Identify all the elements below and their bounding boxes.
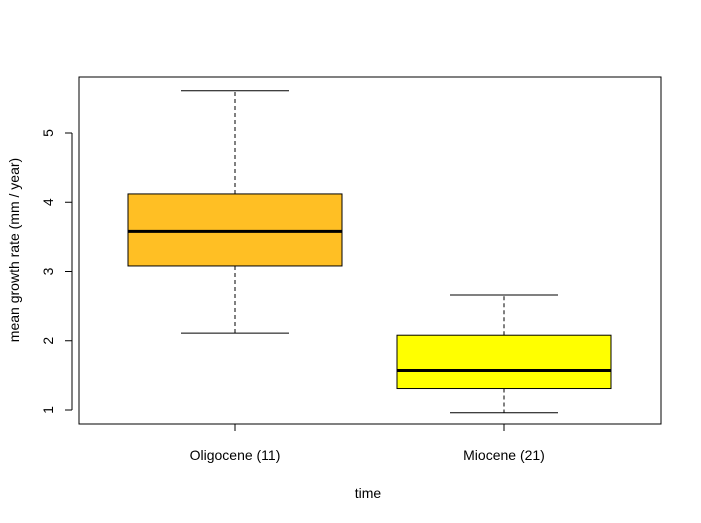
y-axis: 1 2 3 4 5 bbox=[40, 129, 73, 414]
y-tick-label: 4 bbox=[40, 198, 56, 206]
y-tick-label: 5 bbox=[40, 129, 56, 137]
box-group bbox=[127, 90, 343, 334]
boxes-layer bbox=[127, 90, 612, 414]
x-tick-label: Oligocene (11) bbox=[190, 447, 281, 463]
x-axis-title: time bbox=[355, 485, 382, 501]
y-tick-label: 1 bbox=[40, 406, 56, 414]
x-ticks: Oligocene (11) Miocene (21) bbox=[190, 424, 545, 463]
x-axis: Oligocene (11) Miocene (21) bbox=[190, 424, 545, 463]
y-ticks: 1 2 3 4 5 bbox=[40, 129, 72, 414]
y-axis-title: mean growth rate (mm / year) bbox=[6, 158, 22, 342]
x-tick-label: Miocene (21) bbox=[463, 447, 545, 463]
box-iqr bbox=[396, 334, 612, 390]
box-group bbox=[396, 294, 612, 414]
y-tick-label: 2 bbox=[40, 337, 56, 345]
y-tick-label: 3 bbox=[40, 267, 56, 275]
plot-frame bbox=[78, 76, 662, 425]
